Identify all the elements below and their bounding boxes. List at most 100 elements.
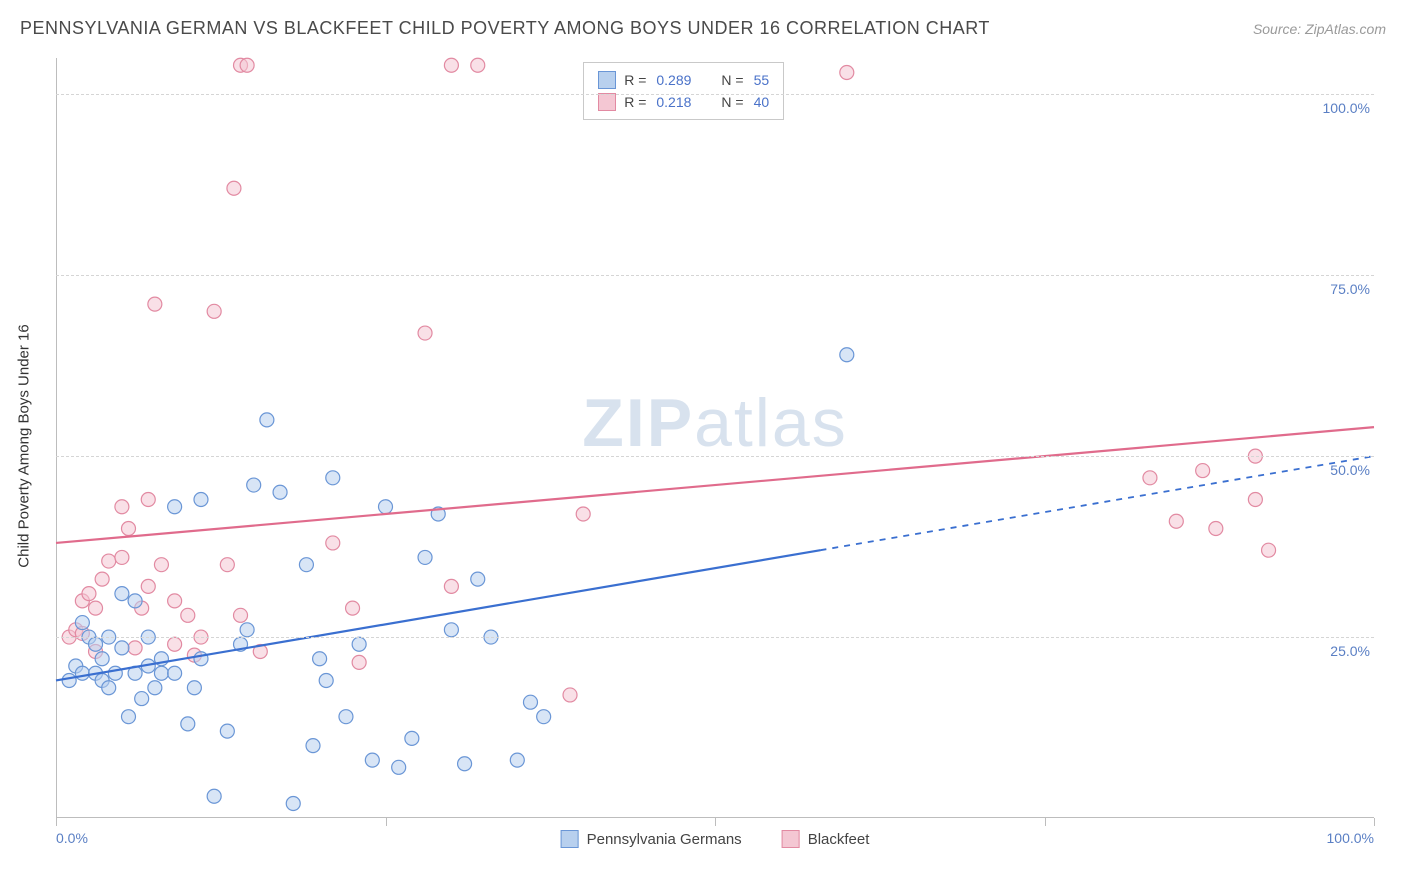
data-point	[273, 485, 287, 499]
data-point	[141, 579, 155, 593]
chart-area: ZIPatlas R =0.289N =55R =0.218N =40 Penn…	[56, 58, 1374, 818]
data-point	[365, 753, 379, 767]
data-point	[128, 641, 142, 655]
legend-swatch	[561, 830, 579, 848]
data-point	[187, 681, 201, 695]
data-point	[1196, 464, 1210, 478]
data-point	[115, 550, 129, 564]
chart-title: PENNSYLVANIA GERMAN VS BLACKFEET CHILD P…	[20, 18, 990, 39]
data-point	[154, 666, 168, 680]
legend-bottom-item: Pennsylvania Germans	[561, 830, 742, 848]
data-point	[121, 710, 135, 724]
data-point	[82, 587, 96, 601]
data-point	[840, 348, 854, 362]
y-tick-label: 75.0%	[1330, 281, 1376, 297]
data-point	[313, 652, 327, 666]
source-attribution: Source: ZipAtlas.com	[1253, 21, 1386, 37]
data-point	[121, 521, 135, 535]
data-point	[95, 572, 109, 586]
data-point	[108, 666, 122, 680]
data-point	[247, 478, 261, 492]
grid-line	[56, 456, 1374, 457]
y-tick-label: 50.0%	[1330, 462, 1376, 478]
data-point	[537, 710, 551, 724]
data-point	[220, 724, 234, 738]
data-point	[128, 594, 142, 608]
legend-n-label: N =	[721, 69, 743, 91]
legend-r-label: R =	[624, 69, 646, 91]
legend-series-label: Pennsylvania Germans	[587, 831, 742, 848]
legend-bottom-item: Blackfeet	[782, 830, 870, 848]
data-point	[181, 608, 195, 622]
data-point	[102, 554, 116, 568]
data-point	[62, 673, 76, 687]
data-point	[168, 500, 182, 514]
legend-swatch	[782, 830, 800, 848]
data-point	[352, 637, 366, 651]
trend-line-ext	[820, 456, 1374, 550]
y-tick-label: 25.0%	[1330, 643, 1376, 659]
data-point	[168, 637, 182, 651]
data-point	[220, 558, 234, 572]
data-point	[115, 641, 129, 655]
data-point	[1209, 521, 1223, 535]
data-point	[563, 688, 577, 702]
data-point	[148, 681, 162, 695]
data-point	[240, 58, 254, 72]
data-point	[148, 297, 162, 311]
x-tick	[386, 818, 387, 826]
data-point	[95, 652, 109, 666]
data-point	[418, 326, 432, 340]
data-point	[168, 666, 182, 680]
data-point	[89, 637, 103, 651]
header: PENNSYLVANIA GERMAN VS BLACKFEET CHILD P…	[20, 18, 1386, 39]
data-point	[75, 616, 89, 630]
y-tick-label: 100.0%	[1323, 100, 1376, 116]
grid-line	[56, 637, 1374, 638]
legend-n-value: 55	[754, 69, 770, 91]
legend-row: R =0.289N =55	[598, 69, 769, 91]
data-point	[227, 181, 241, 195]
data-point	[444, 579, 458, 593]
data-point	[444, 623, 458, 637]
data-point	[260, 413, 274, 427]
data-point	[392, 760, 406, 774]
scatter-plot	[56, 58, 1374, 818]
data-point	[234, 608, 248, 622]
data-point	[1169, 514, 1183, 528]
data-point	[168, 594, 182, 608]
data-point	[379, 500, 393, 514]
y-axis-title: Child Poverty Among Boys Under 16	[16, 324, 33, 567]
data-point	[299, 558, 313, 572]
data-point	[458, 757, 472, 771]
legend-series-label: Blackfeet	[808, 831, 870, 848]
data-point	[405, 731, 419, 745]
data-point	[1248, 493, 1262, 507]
data-point	[115, 587, 129, 601]
data-point	[154, 558, 168, 572]
data-point	[1143, 471, 1157, 485]
x-tick	[56, 818, 57, 826]
x-tick-label: 0.0%	[56, 830, 88, 846]
data-point	[102, 681, 116, 695]
data-point	[194, 493, 208, 507]
data-point	[286, 797, 300, 811]
data-point	[207, 789, 221, 803]
data-point	[319, 673, 333, 687]
x-tick-label: 100.0%	[1327, 830, 1374, 846]
trend-line	[56, 550, 820, 680]
source-label: Source:	[1253, 21, 1305, 37]
data-point	[346, 601, 360, 615]
data-point	[181, 717, 195, 731]
data-point	[326, 536, 340, 550]
data-point	[1262, 543, 1276, 557]
data-point	[141, 493, 155, 507]
data-point	[471, 58, 485, 72]
data-point	[471, 572, 485, 586]
legend-correlation-box: R =0.289N =55R =0.218N =40	[583, 62, 784, 120]
x-tick	[1374, 818, 1375, 826]
data-point	[840, 65, 854, 79]
data-point	[75, 666, 89, 680]
data-point	[306, 739, 320, 753]
data-point	[89, 601, 103, 615]
